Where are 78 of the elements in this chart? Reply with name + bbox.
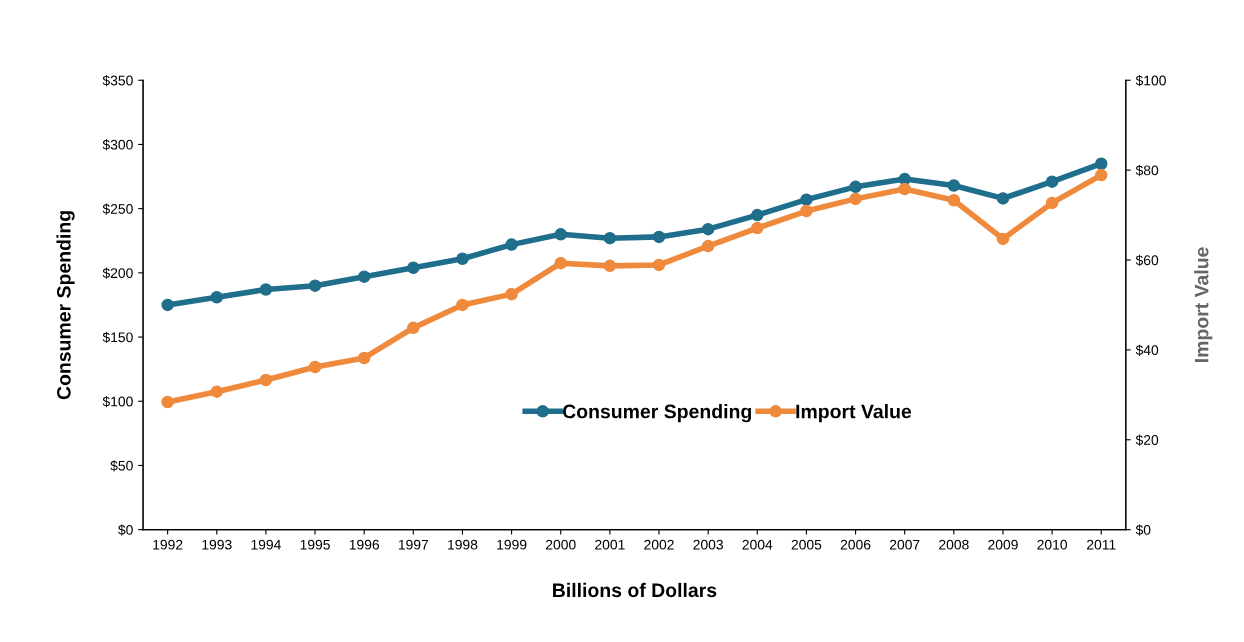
point (947, 193, 961, 207)
x-tick-label: 2010 (1037, 539, 1068, 550)
x-tick-label: 2011 (1087, 539, 1116, 550)
point (456, 298, 469, 312)
x-tick-label: 2007 (889, 539, 920, 550)
point (259, 373, 273, 387)
point (1045, 175, 1059, 188)
point (357, 351, 371, 365)
y-tick-label: $150 (102, 331, 133, 344)
point (849, 180, 862, 194)
y2-tick-label: $60 (1135, 254, 1159, 267)
x-tick-label: 1993 (202, 539, 232, 550)
y-tick-label: $100 (102, 396, 133, 408)
y-tick-label: $250 (102, 203, 133, 215)
x-tick-label: 2009 (988, 539, 1018, 550)
x-tick-label: 1997 (398, 539, 429, 550)
x-tick-label: 2005 (791, 539, 822, 550)
x-tick-label: 1995 (300, 539, 330, 550)
point (603, 231, 617, 245)
y-tick-label: $0 (118, 524, 133, 536)
point (407, 261, 420, 274)
point (603, 259, 617, 273)
point (357, 270, 371, 283)
y-tick-label: $350 (102, 75, 133, 87)
point (652, 258, 666, 272)
y-axis-title: Consumer Spending (56, 211, 75, 400)
point (849, 192, 862, 206)
x-axis-title: Billions of Dollars (553, 582, 717, 598)
point (161, 395, 174, 409)
y2-tick-label: $20 (1135, 434, 1159, 446)
point (701, 239, 715, 253)
point (505, 287, 518, 301)
point (1045, 196, 1059, 210)
x-tick-label: 1998 (448, 539, 478, 550)
point (161, 298, 174, 312)
point (210, 290, 224, 304)
y2-tick-label: $40 (1135, 344, 1159, 356)
point (1095, 168, 1108, 182)
x-tick-label: 1992 (153, 539, 183, 550)
y2-tick-label: $80 (1135, 164, 1159, 177)
x-tick-label: 1999 (497, 539, 527, 550)
x-tick-label: 2001 (595, 539, 625, 550)
x-tick-label: 2000 (545, 539, 576, 550)
point (308, 279, 322, 292)
point (996, 232, 1010, 246)
point (800, 193, 813, 206)
point (996, 192, 1010, 205)
y-tick-label: $300 (102, 139, 133, 151)
y2-axis-title: Import Value (1194, 247, 1213, 362)
y-tick-label: $200 (102, 267, 133, 279)
point (554, 228, 567, 241)
point (898, 182, 911, 196)
x-tick-label: 2004 (742, 539, 773, 550)
point (800, 204, 813, 218)
x-tick-label: 2003 (693, 539, 723, 550)
point (751, 221, 764, 235)
point (308, 360, 322, 374)
point (701, 222, 715, 236)
point (407, 321, 420, 335)
point (456, 252, 469, 265)
y2-tick-label: $100 (1135, 75, 1166, 87)
x-tick-label: 1996 (349, 539, 380, 550)
point (505, 238, 518, 251)
y-tick-label: $50 (110, 460, 133, 472)
point (1095, 157, 1108, 170)
y2-tick-label: $0 (1135, 524, 1151, 536)
point (210, 385, 224, 398)
point (947, 179, 961, 192)
x-tick-label: 2008 (939, 539, 969, 550)
legend-label: Consumer Spending (562, 404, 751, 423)
x-tick-label: 2002 (644, 539, 674, 550)
point (554, 256, 567, 270)
point (751, 208, 764, 222)
x-tick-label: 1994 (251, 539, 281, 550)
point (652, 230, 666, 244)
point (259, 283, 273, 296)
x-tick-label: 2006 (840, 539, 871, 550)
legend-label: Import Value (796, 404, 912, 423)
